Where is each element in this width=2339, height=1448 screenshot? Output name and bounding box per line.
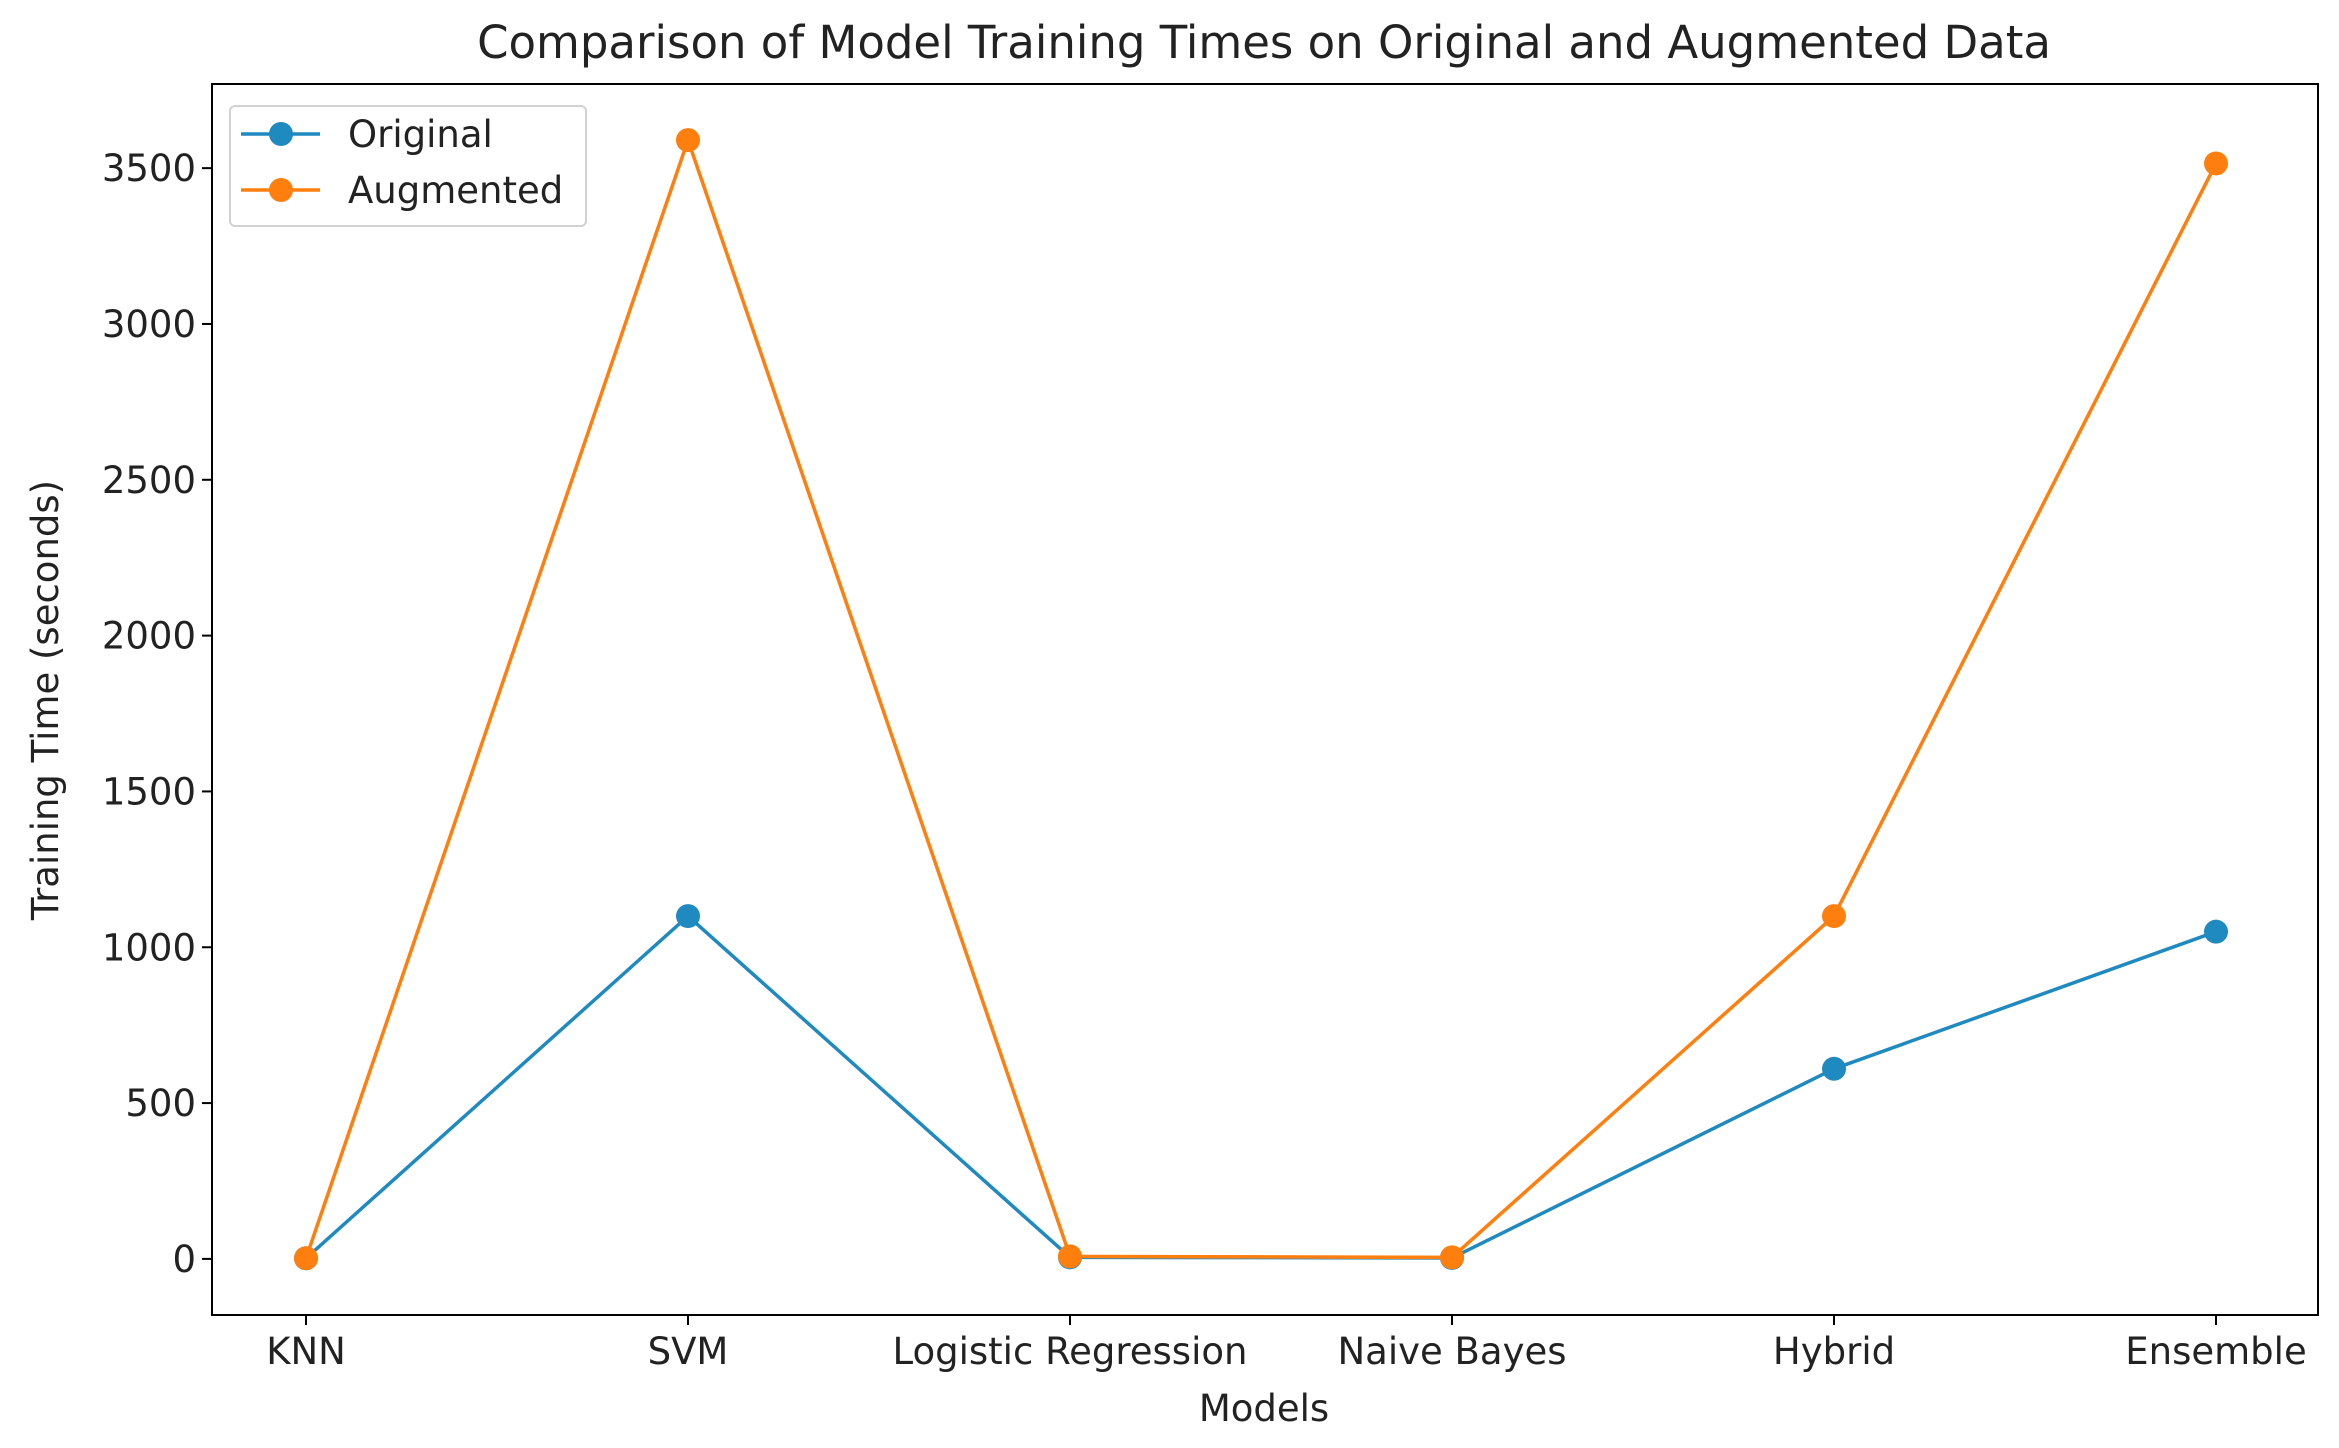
legend-label-augmented: Augmented <box>348 169 563 212</box>
y-tick-label: 3000 <box>102 303 196 346</box>
y-tick-label: 0 <box>172 1238 196 1281</box>
legend-label-original: Original <box>348 113 493 156</box>
data-point-augmented <box>1822 904 1846 929</box>
chart-title: Comparison of Model Training Times on Or… <box>477 16 2051 69</box>
data-point-original <box>676 904 700 929</box>
y-tick-label: 2500 <box>102 459 196 502</box>
data-point-augmented <box>2204 151 2228 176</box>
series-line-original <box>304 914 2217 1260</box>
y-tick-label: 1000 <box>102 926 196 969</box>
y-axis-label: Training Time (seconds) <box>24 480 67 921</box>
x-tick-label: SVM <box>648 1330 729 1373</box>
legend-marker-original <box>269 122 293 146</box>
series-line-augmented <box>304 138 2218 1260</box>
data-point-original <box>1822 1056 1846 1081</box>
legend: Original Augmented <box>229 105 587 227</box>
x-tick-label: Ensemble <box>2125 1330 2306 1373</box>
plot-frame <box>211 83 2319 1316</box>
data-point-augmented <box>1440 1245 1464 1270</box>
series-layer <box>294 128 2228 1271</box>
x-tick-label: Naive Bayes <box>1337 1330 1566 1373</box>
x-tick-label: Logistic Regression <box>893 1330 1248 1373</box>
y-axis-ticks: 0 500 1000 1500 2000 2500 3000 3500 <box>102 147 212 1281</box>
y-tick-label: 2000 <box>102 615 196 658</box>
legend-marker-augmented <box>269 178 293 202</box>
legend-box <box>229 105 587 227</box>
x-tick-label: KNN <box>266 1330 346 1373</box>
y-tick-label: 3500 <box>102 147 196 190</box>
x-axis-label: Models <box>1199 1387 1329 1430</box>
data-point-augmented <box>1058 1244 1082 1269</box>
data-point-original <box>2204 919 2228 944</box>
y-tick-label: 1500 <box>102 770 196 813</box>
y-tick-label: 500 <box>125 1082 196 1125</box>
data-point-augmented <box>676 128 700 153</box>
data-point-augmented <box>294 1246 318 1271</box>
x-axis-ticks: KNN SVM Logistic Regression Naive Bayes Hybr… <box>266 1315 2307 1373</box>
x-tick-label: Hybrid <box>1773 1330 1895 1373</box>
